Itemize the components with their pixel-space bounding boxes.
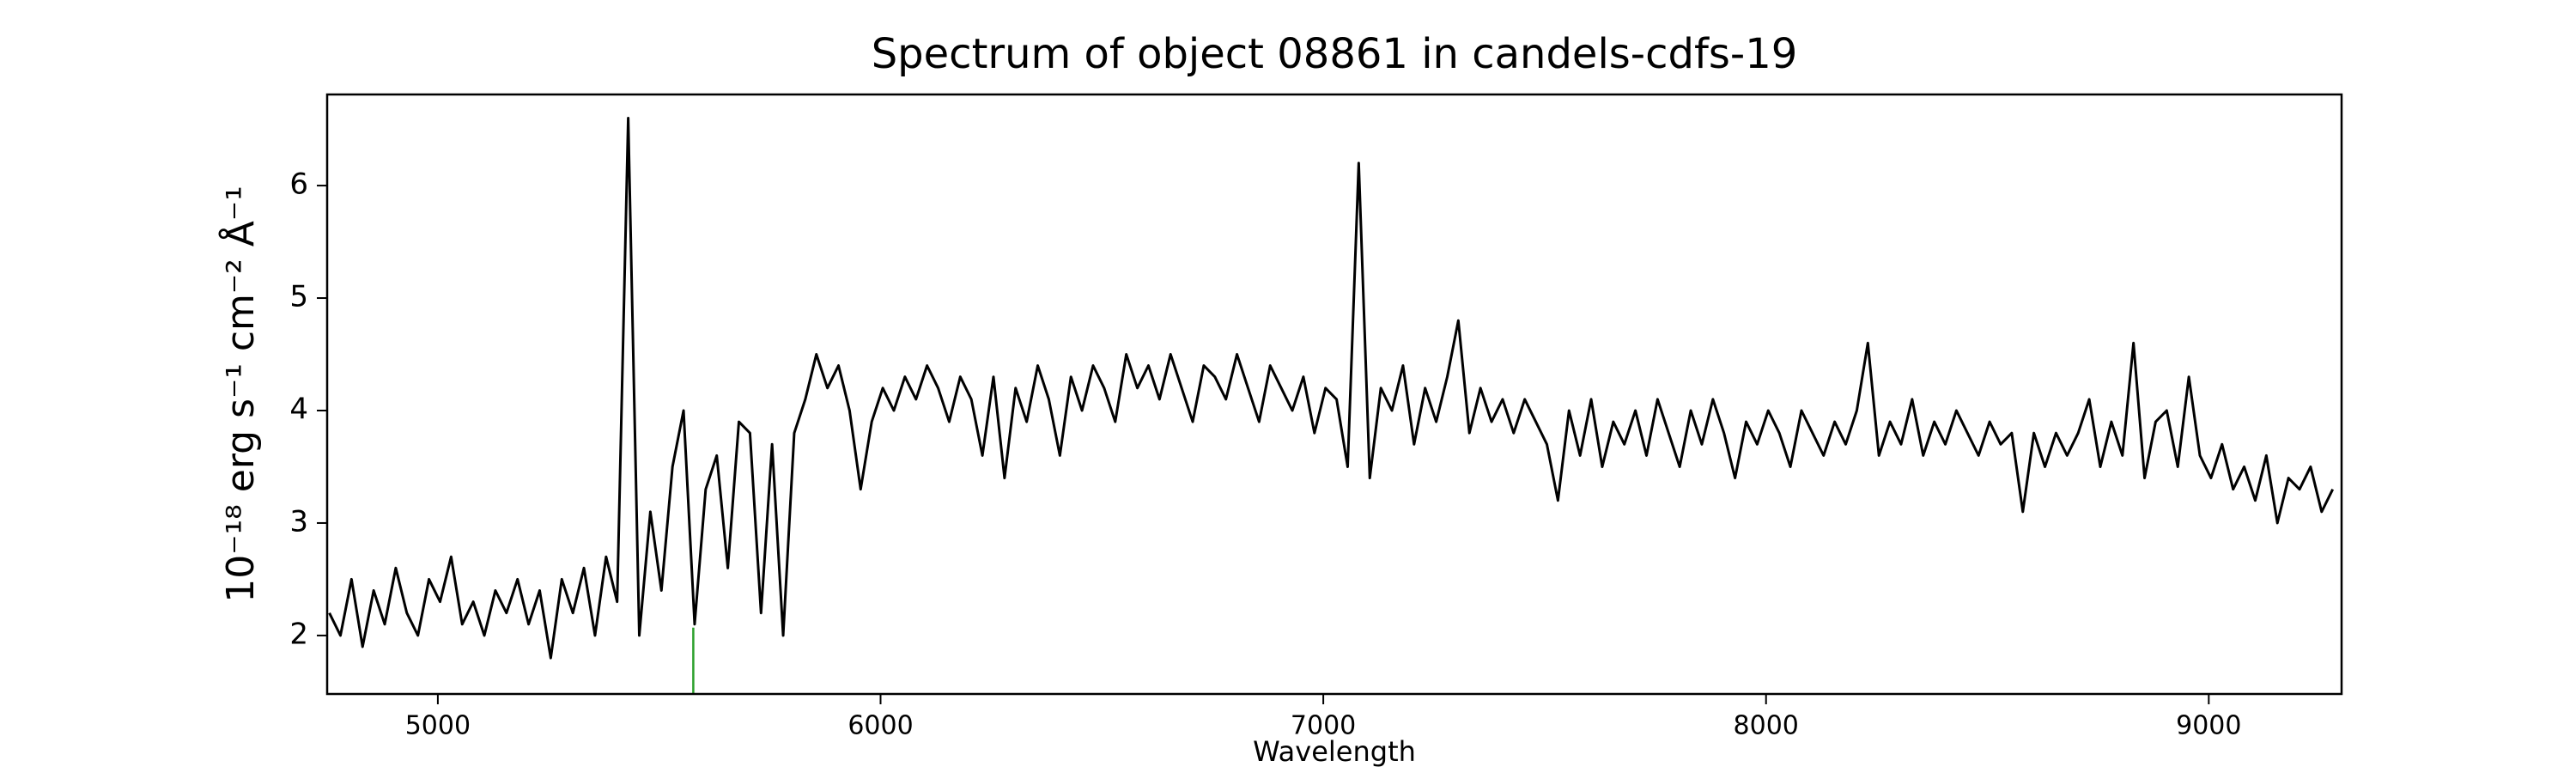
- y-axis-label: 10⁻¹⁸ erg s⁻¹ cm⁻² Å⁻¹: [217, 186, 263, 602]
- x-tick-label: 8000: [1734, 711, 1799, 741]
- x-tick-label: 5000: [405, 711, 471, 741]
- spectrum-line: [328, 117, 2335, 660]
- x-tick-label: 9000: [2176, 711, 2241, 741]
- x-axis-label: Wavelength: [1253, 735, 1416, 768]
- y-tick-label: 6: [289, 167, 308, 202]
- y-tick-label: 5: [289, 280, 308, 314]
- y-tick-label: 2: [289, 617, 308, 651]
- y-tick-label: 3: [289, 504, 308, 539]
- chart-title: Spectrum of object 08861 in candels-cdfs…: [872, 30, 1798, 78]
- plot-frame: [325, 93, 2343, 696]
- y-tick-label: 4: [289, 392, 308, 426]
- x-tick-label: 7000: [1291, 711, 1356, 741]
- x-tick-label: 6000: [848, 711, 913, 741]
